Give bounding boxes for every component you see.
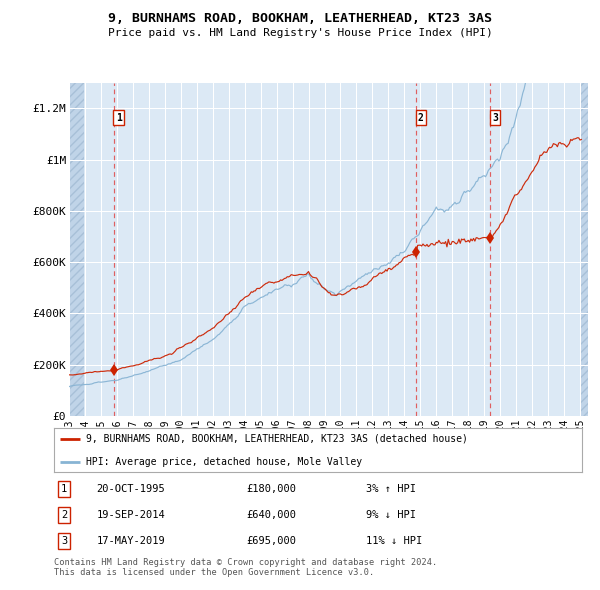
Text: 1: 1 [116, 113, 122, 123]
Text: HPI: Average price, detached house, Mole Valley: HPI: Average price, detached house, Mole… [86, 457, 362, 467]
Text: 3: 3 [492, 113, 498, 123]
Text: 17-MAY-2019: 17-MAY-2019 [96, 536, 165, 546]
Text: 2: 2 [418, 113, 424, 123]
Text: Price paid vs. HM Land Registry's House Price Index (HPI): Price paid vs. HM Land Registry's House … [107, 28, 493, 38]
Text: £640,000: £640,000 [247, 510, 297, 520]
Text: £180,000: £180,000 [247, 484, 297, 494]
Text: 1: 1 [61, 484, 67, 494]
Text: 3% ↑ HPI: 3% ↑ HPI [365, 484, 416, 494]
Text: 9, BURNHAMS ROAD, BOOKHAM, LEATHERHEAD, KT23 3AS: 9, BURNHAMS ROAD, BOOKHAM, LEATHERHEAD, … [108, 12, 492, 25]
Text: 9, BURNHAMS ROAD, BOOKHAM, LEATHERHEAD, KT23 3AS (detached house): 9, BURNHAMS ROAD, BOOKHAM, LEATHERHEAD, … [86, 434, 467, 444]
Text: 11% ↓ HPI: 11% ↓ HPI [365, 536, 422, 546]
Text: 19-SEP-2014: 19-SEP-2014 [96, 510, 165, 520]
Bar [580, 83, 588, 416]
Text: Contains HM Land Registry data © Crown copyright and database right 2024.
This d: Contains HM Land Registry data © Crown c… [54, 558, 437, 577]
Text: 2: 2 [61, 510, 67, 520]
Text: £695,000: £695,000 [247, 536, 297, 546]
Bar [69, 83, 83, 416]
Text: 9% ↓ HPI: 9% ↓ HPI [365, 510, 416, 520]
Text: 20-OCT-1995: 20-OCT-1995 [96, 484, 165, 494]
Text: 3: 3 [61, 536, 67, 546]
